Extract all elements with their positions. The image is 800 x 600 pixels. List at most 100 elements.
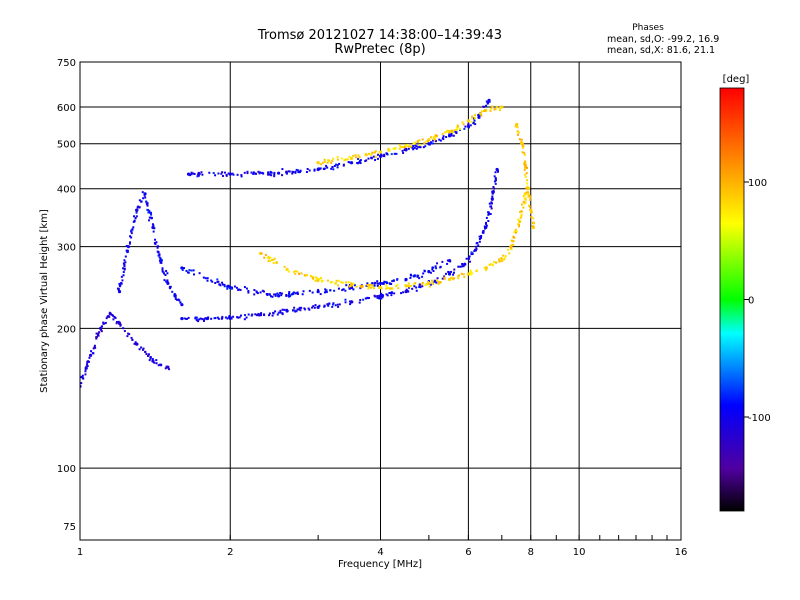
echo-point [512, 240, 515, 243]
echo-point [295, 310, 298, 313]
echo-point [380, 287, 383, 290]
echo-point [257, 312, 260, 315]
trace-point [378, 281, 383, 286]
echo-point [151, 358, 154, 361]
echo-point [85, 367, 88, 370]
echo-point [416, 140, 419, 143]
echo-point [80, 382, 83, 385]
echo-point [309, 275, 312, 278]
echo-point [318, 278, 321, 281]
echo-point [367, 287, 370, 290]
echo-point [342, 288, 345, 291]
echo-point [445, 136, 448, 139]
echo-point [468, 255, 471, 258]
echo-point [467, 124, 470, 127]
echo-point [370, 157, 373, 160]
echo-point [436, 262, 439, 265]
echo-point [272, 312, 275, 315]
echo-point [268, 314, 271, 317]
echo-point [431, 281, 434, 284]
echo-point [102, 321, 105, 324]
echo-point [485, 100, 488, 103]
echo-point [206, 279, 209, 282]
echo-point [366, 282, 369, 285]
echo-point [204, 317, 207, 320]
echo-point [227, 316, 230, 319]
echo-point [419, 146, 422, 149]
echo-point [358, 160, 361, 163]
echo-point [148, 211, 151, 214]
echo-point [153, 361, 156, 364]
echo-point [454, 128, 457, 131]
echo-point [480, 235, 483, 238]
echo-point [415, 289, 418, 292]
echo-point [162, 271, 165, 274]
echo-point [507, 248, 510, 251]
echo-point [477, 244, 480, 247]
trace-point [349, 156, 354, 160]
echo-point [484, 109, 487, 112]
echo-point [306, 274, 309, 277]
echo-point [487, 213, 490, 216]
echo-point [81, 374, 84, 377]
echo-point [461, 262, 464, 265]
echo-point [390, 291, 393, 294]
x-tick-label: 1 [77, 547, 83, 558]
echo-point [160, 363, 163, 366]
echo-point [267, 173, 270, 176]
echo-point [238, 316, 241, 319]
echo-point [240, 175, 243, 178]
echo-point [517, 218, 520, 221]
echo-point [415, 286, 418, 289]
echo-point [293, 309, 296, 312]
echo-point [217, 317, 220, 320]
echo-point [331, 280, 334, 283]
echo-point [121, 279, 124, 282]
echo-point [385, 293, 388, 296]
echo-point [479, 114, 482, 117]
echo-point [173, 293, 176, 296]
echo-point [129, 241, 132, 244]
echo-point [403, 146, 406, 149]
echo-point [274, 293, 277, 296]
echo-point [88, 356, 91, 359]
echo-point [398, 147, 401, 150]
echo-point [476, 241, 479, 244]
echo-point [378, 294, 381, 297]
echo-point [298, 272, 301, 275]
echo-point [441, 260, 444, 263]
echo-point [273, 171, 276, 174]
echo-point [457, 277, 460, 280]
echo-point [221, 171, 224, 174]
echo-point [388, 148, 391, 151]
phases-x-stats: mean, sd,X: 81.6, 21.1 [607, 45, 715, 56]
echo-point [91, 352, 94, 355]
echo-point [232, 173, 235, 176]
echo-point [471, 115, 474, 118]
echo-point [130, 336, 133, 339]
echo-point [523, 202, 526, 205]
echo-point [198, 318, 201, 321]
echo-point [195, 316, 198, 319]
echo-point [385, 282, 388, 285]
echo-point [149, 211, 152, 214]
echo-point [376, 296, 379, 299]
trace-point [88, 353, 93, 357]
echo-point [522, 195, 525, 198]
echo-point [296, 291, 299, 294]
echo-point [494, 182, 497, 185]
echo-point [434, 139, 437, 142]
echo-point [146, 354, 149, 357]
echo-point [94, 346, 97, 349]
echo-point [385, 287, 388, 290]
echo-point [280, 294, 283, 297]
echo-point [336, 303, 339, 306]
echo-point [411, 287, 414, 290]
y-tick-label: 600 [57, 103, 76, 114]
echo-point [336, 156, 339, 159]
y-tick-label: 75 [63, 522, 76, 533]
echo-point [177, 298, 180, 301]
y-axis-ticks: 75 100 200 300 400 500 600 750 [57, 58, 76, 533]
echo-point [330, 167, 333, 170]
echo-point [317, 162, 320, 165]
